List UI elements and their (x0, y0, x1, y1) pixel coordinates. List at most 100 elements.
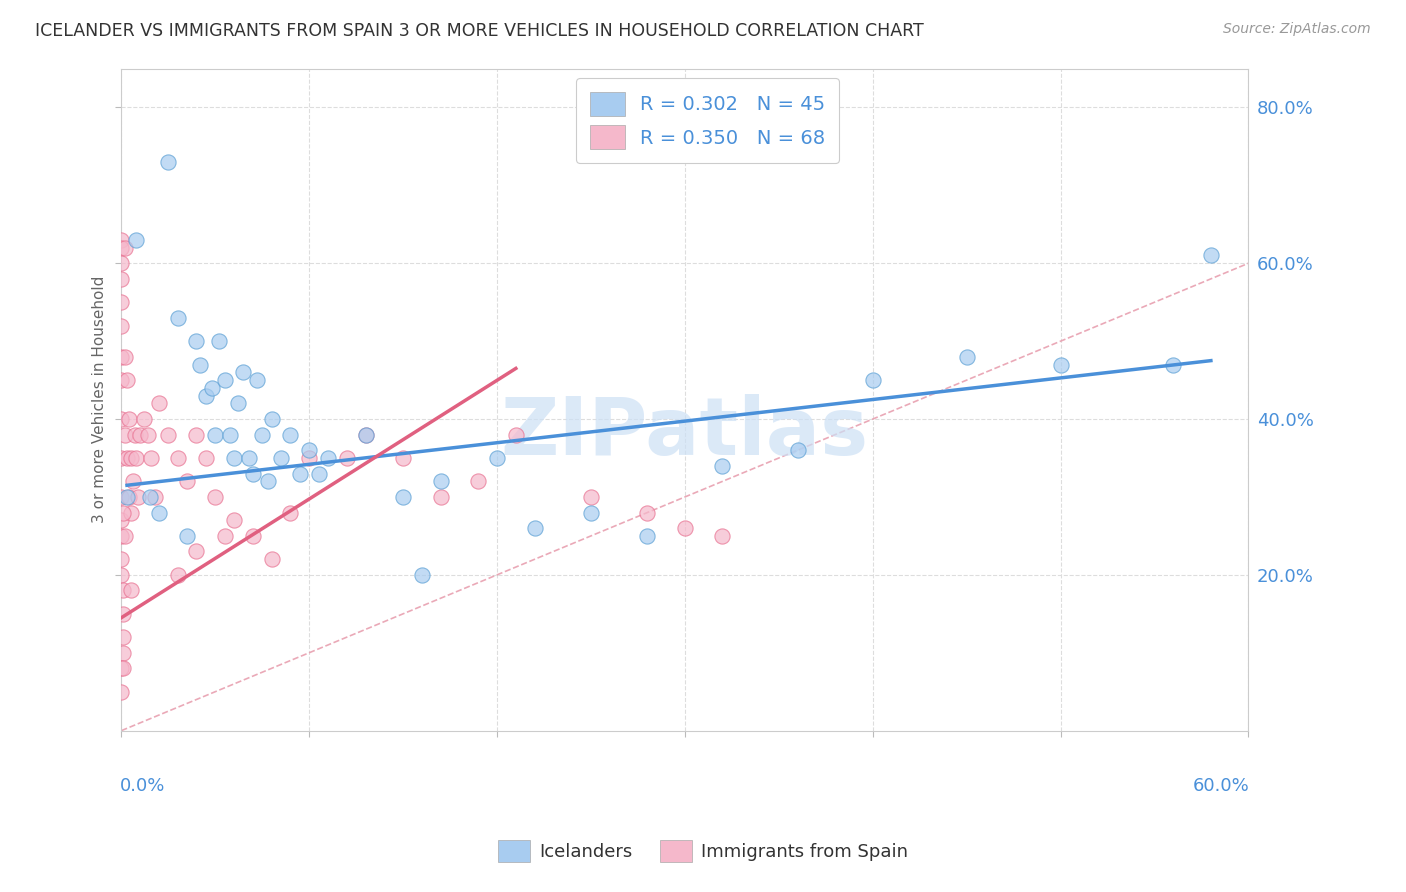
Point (298, 443, 321, 458)
Point (110, 513, 132, 527)
Text: ZIPatlas: ZIPatlas (501, 393, 869, 472)
Point (110, 256, 132, 270)
Point (336, 450, 359, 465)
Point (429, 475, 451, 489)
Point (112, 607, 135, 621)
Point (392, 450, 415, 465)
Point (110, 295, 132, 310)
Point (118, 412, 141, 426)
Point (114, 529, 136, 543)
Point (711, 529, 734, 543)
Point (673, 521, 696, 535)
Text: Source: ZipAtlas.com: Source: ZipAtlas.com (1223, 22, 1371, 37)
Point (110, 450, 132, 465)
Point (308, 467, 330, 481)
Point (786, 443, 808, 458)
Point (1049, 358, 1071, 372)
Point (110, 490, 132, 504)
Point (110, 272, 132, 286)
Point (176, 475, 198, 489)
Point (115, 373, 138, 387)
Point (246, 373, 269, 387)
Point (141, 450, 163, 465)
Point (110, 567, 132, 582)
Point (226, 396, 249, 410)
Point (392, 490, 415, 504)
Point (188, 358, 211, 372)
Point (166, 450, 188, 465)
Point (204, 427, 226, 442)
Point (166, 310, 188, 325)
Point (115, 450, 138, 465)
Point (136, 427, 159, 442)
Point (429, 490, 451, 504)
Point (288, 467, 311, 481)
Point (110, 373, 132, 387)
Point (711, 458, 734, 473)
Point (124, 427, 146, 442)
Point (110, 350, 132, 364)
Point (260, 412, 283, 426)
Point (636, 529, 658, 543)
Point (1163, 358, 1185, 372)
Point (636, 506, 658, 520)
Point (110, 241, 132, 255)
Point (121, 475, 143, 489)
Point (112, 661, 135, 675)
Point (523, 521, 546, 535)
Point (120, 506, 142, 520)
Point (112, 630, 135, 644)
Point (112, 646, 135, 660)
Point (132, 412, 155, 426)
Point (280, 427, 302, 442)
Point (186, 544, 208, 558)
Point (862, 373, 884, 387)
Point (214, 529, 236, 543)
Point (316, 450, 339, 465)
Text: ICELANDER VS IMMIGRANTS FROM SPAIN 3 OR MORE VEHICLES IN HOUSEHOLD CORRELATION C: ICELANDER VS IMMIGRANTS FROM SPAIN 3 OR … (35, 22, 924, 40)
Point (467, 475, 489, 489)
Point (166, 567, 188, 582)
Point (579, 506, 602, 520)
Point (176, 529, 198, 543)
Point (143, 490, 166, 504)
Point (125, 450, 148, 465)
Point (232, 365, 254, 379)
Point (186, 427, 208, 442)
Point (112, 583, 135, 598)
Point (138, 490, 160, 504)
Point (120, 450, 142, 465)
Point (505, 427, 527, 442)
Point (110, 318, 132, 333)
Point (112, 506, 135, 520)
Point (114, 241, 136, 255)
Point (110, 412, 132, 426)
Point (222, 513, 245, 527)
Point (354, 427, 377, 442)
Point (114, 427, 136, 442)
Point (157, 427, 180, 442)
Text: 60.0%: 60.0% (1192, 777, 1250, 795)
Point (110, 684, 132, 698)
Point (115, 490, 138, 504)
Point (298, 450, 321, 465)
Point (260, 552, 283, 566)
Point (222, 450, 245, 465)
Point (148, 506, 170, 520)
Legend: R = 0.302   N = 45, R = 0.350   N = 68: R = 0.302 N = 45, R = 0.350 N = 68 (576, 78, 839, 162)
Point (204, 490, 226, 504)
Point (110, 661, 132, 675)
Point (110, 233, 132, 247)
Point (252, 427, 274, 442)
Point (219, 427, 242, 442)
Point (411, 567, 433, 582)
Point (257, 475, 280, 489)
Point (118, 490, 141, 504)
Point (120, 583, 142, 598)
Point (200, 381, 222, 395)
Point (214, 373, 236, 387)
Point (242, 467, 264, 481)
Point (114, 350, 136, 364)
Point (242, 529, 264, 543)
Point (186, 334, 208, 348)
